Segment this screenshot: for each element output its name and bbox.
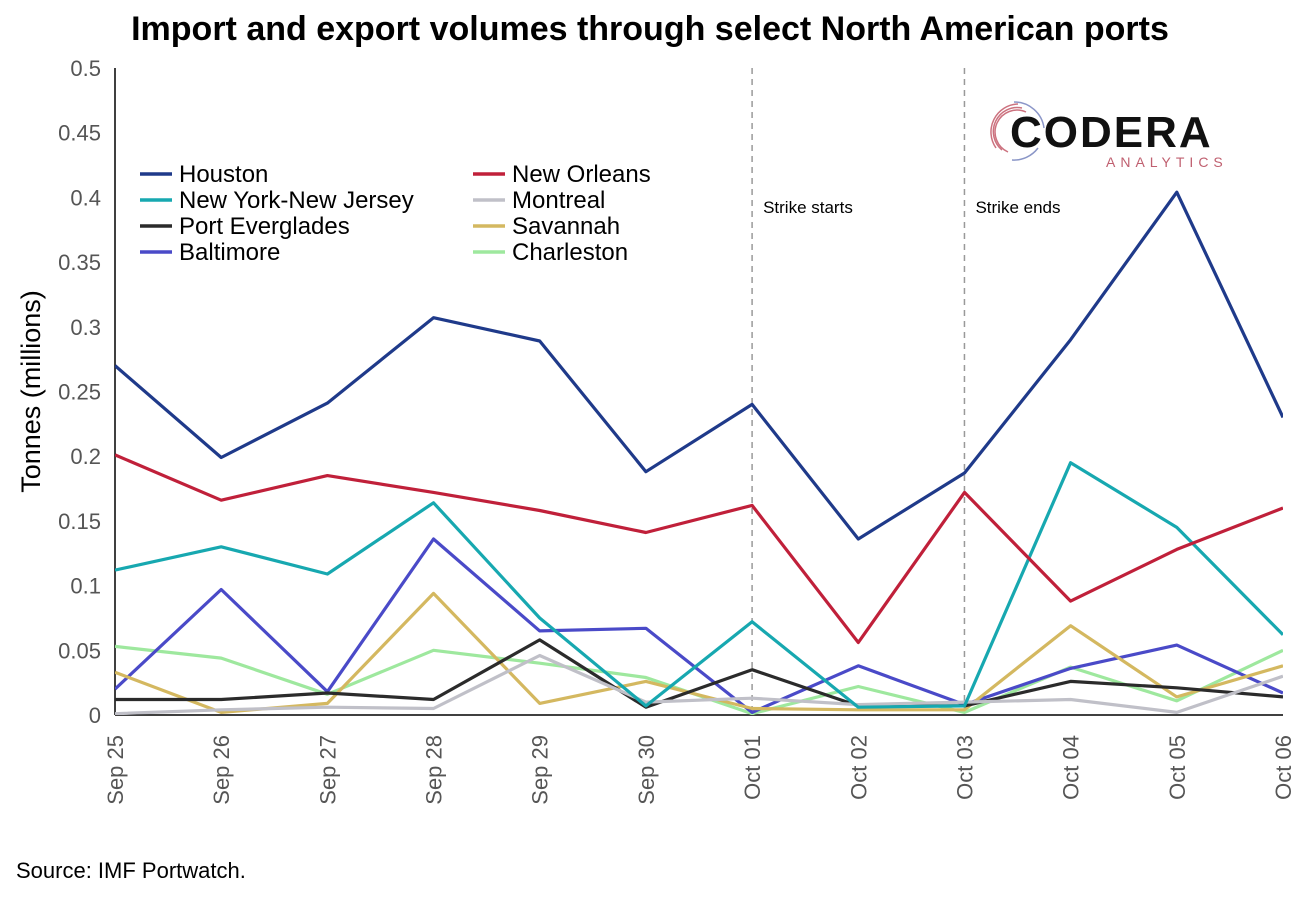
- legend-label: Charleston: [512, 239, 628, 266]
- x-tick-label: Oct 06: [1271, 735, 1296, 800]
- y-tick-label: 0.1: [70, 574, 101, 599]
- codera-logo: CODERA ANALYTICS: [988, 92, 1238, 172]
- series-line-new-york-new-jersey: [115, 461, 1283, 709]
- legend-label: Houston: [179, 161, 268, 188]
- source-note: Source: IMF Portwatch.: [16, 858, 246, 883]
- legend-label: Baltimore: [179, 239, 280, 266]
- annotations-layer: Strike starts Strike ends: [751, 68, 1061, 715]
- x-tick-label: Sep 27: [315, 735, 340, 805]
- legend-label: New York-New Jersey: [179, 187, 414, 214]
- y-tick-label: 0: [89, 703, 101, 728]
- series-line-savannah: [115, 591, 1283, 715]
- legend-label: Montreal: [512, 187, 605, 214]
- y-tick-label: 0.35: [58, 250, 101, 275]
- x-tick-label: Oct 04: [1059, 735, 1084, 800]
- y-tick-label: 0.4: [70, 185, 101, 210]
- logo-globe-icon: [990, 101, 1045, 161]
- x-tick-label: Sep 28: [422, 735, 447, 805]
- strike-annotation-label: Strike ends: [975, 198, 1060, 217]
- axes-layer: 0 0.05 0.1 0.15 0.2 0.25 0.3 0.35 0.4 0.45 0.5 Tonn…: [16, 56, 1296, 805]
- series-line-baltimore: [115, 537, 1283, 715]
- series-line-houston: [115, 190, 1283, 541]
- x-tick-label: Sep 26: [209, 735, 234, 805]
- x-tick-label: Oct 05: [1165, 735, 1190, 800]
- y-tick-label: 0.45: [58, 121, 101, 146]
- legend: Houston New Orleans New York-New Jersey Mon…: [140, 161, 651, 266]
- chart-title: Import and export volumes through select…: [131, 10, 1169, 48]
- x-tick-label: Sep 25: [103, 735, 128, 805]
- logo-wordmark: CODERA: [1010, 108, 1213, 157]
- y-tick-label: 0.5: [70, 56, 101, 81]
- y-tick-label: 0.05: [58, 638, 101, 663]
- y-tick-label: 0.25: [58, 380, 101, 405]
- logo-subtitle: ANALYTICS: [1106, 154, 1228, 170]
- series-line-new-orleans: [115, 453, 1283, 645]
- x-tick-label: Sep 29: [528, 735, 553, 805]
- y-tick-label: 0.2: [70, 444, 101, 469]
- x-tick-label: Oct 02: [846, 735, 871, 800]
- y-tick-label: 0.3: [70, 315, 101, 340]
- y-axis-label: Tonnes (millions): [16, 290, 46, 493]
- legend-label: Savannah: [512, 213, 620, 240]
- x-tick-label: Oct 01: [740, 735, 765, 800]
- series-layer: [115, 190, 1283, 715]
- strike-annotation-label: Strike starts: [763, 198, 853, 217]
- x-tick-label: Oct 03: [952, 735, 977, 800]
- series-line-port-everglades: [115, 638, 1283, 709]
- legend-label: Port Everglades: [179, 213, 350, 240]
- legend-label: New Orleans: [512, 161, 651, 188]
- x-tick-label: Sep 30: [634, 735, 659, 805]
- series-line-montreal: [115, 653, 1283, 715]
- y-tick-label: 0.15: [58, 509, 101, 534]
